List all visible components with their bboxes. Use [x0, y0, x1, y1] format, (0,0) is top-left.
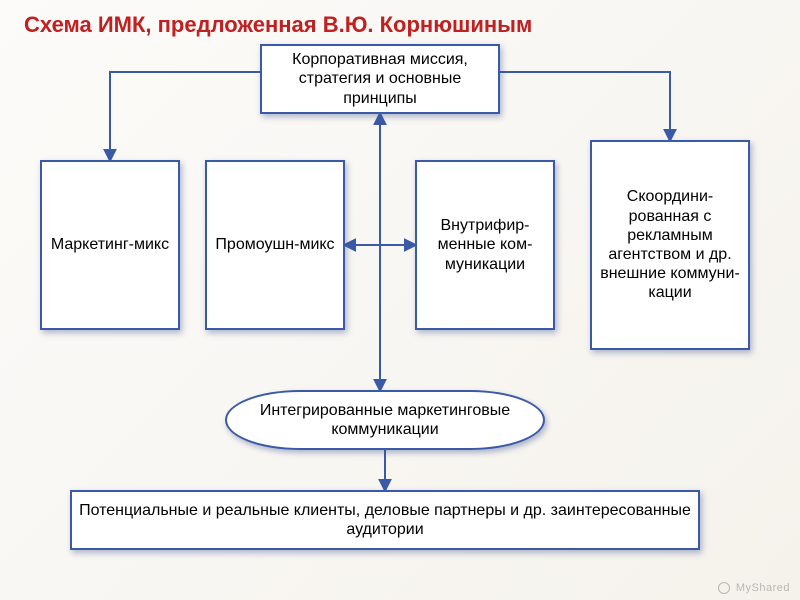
node-imc: Интегрированные маркетинговые коммуникац… — [225, 390, 545, 450]
watermark: MyShared — [718, 582, 790, 594]
connector-top-to-external — [500, 72, 670, 140]
node-marketing: Маркетинг-микс — [40, 160, 180, 330]
node-internal-label: Внутрифир-менные ком-муникации — [423, 216, 547, 274]
connector-top-to-marketing — [110, 72, 260, 160]
node-external-label: Скоордини-рованная с рекламным агентство… — [598, 187, 742, 302]
node-bottom-label: Потенциальные и реальные клиенты, деловы… — [78, 501, 692, 539]
node-bottom: Потенциальные и реальные клиенты, деловы… — [70, 490, 700, 550]
node-imc-label: Интегрированные маркетинговые коммуникац… — [233, 401, 537, 439]
node-external: Скоордини-рованная с рекламным агентство… — [590, 140, 750, 350]
watermark-icon — [718, 582, 730, 594]
node-top: Корпоративная миссия, стратегия и основн… — [260, 44, 500, 114]
node-promo-label: Промоушн-микс — [215, 235, 334, 254]
node-top-label: Корпоративная миссия, стратегия и основн… — [268, 50, 492, 108]
node-marketing-label: Маркетинг-микс — [51, 235, 169, 254]
node-promo: Промоушн-микс — [205, 160, 345, 330]
watermark-text: MyShared — [736, 582, 790, 594]
diagram-title: Схема ИМК, предложенная В.Ю. Корнюшиным — [24, 12, 532, 38]
node-internal: Внутрифир-менные ком-муникации — [415, 160, 555, 330]
